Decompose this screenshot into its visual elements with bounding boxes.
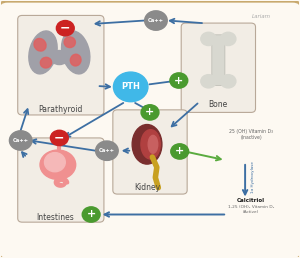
- Ellipse shape: [148, 135, 158, 153]
- Text: Parathyroid: Parathyroid: [39, 105, 83, 114]
- Ellipse shape: [40, 150, 76, 179]
- Ellipse shape: [29, 31, 57, 74]
- Text: +: +: [146, 107, 154, 117]
- Text: −: −: [60, 22, 70, 35]
- Circle shape: [50, 130, 68, 146]
- FancyBboxPatch shape: [18, 138, 104, 222]
- Circle shape: [201, 75, 216, 88]
- Text: Calcitriol: Calcitriol: [237, 198, 265, 203]
- Circle shape: [82, 207, 100, 222]
- Text: Intestines: Intestines: [36, 213, 74, 222]
- Ellipse shape: [61, 31, 90, 74]
- Text: (Inactive): (Inactive): [240, 135, 262, 140]
- Text: Kidney: Kidney: [134, 183, 160, 192]
- Text: +: +: [174, 76, 184, 85]
- Ellipse shape: [50, 51, 68, 64]
- Text: 1α Hydroxylase: 1α Hydroxylase: [250, 162, 254, 194]
- Text: Ca++: Ca++: [99, 148, 115, 153]
- Circle shape: [96, 141, 118, 160]
- Ellipse shape: [141, 130, 160, 159]
- Circle shape: [113, 72, 148, 102]
- Ellipse shape: [64, 37, 75, 47]
- Circle shape: [171, 144, 189, 159]
- Text: Bone: Bone: [209, 100, 228, 109]
- Circle shape: [201, 32, 216, 46]
- Text: +: +: [175, 147, 184, 156]
- Circle shape: [141, 105, 159, 120]
- Ellipse shape: [40, 57, 52, 68]
- Ellipse shape: [70, 54, 81, 66]
- Text: +: +: [86, 209, 96, 220]
- Circle shape: [9, 131, 32, 150]
- Text: PTH: PTH: [121, 82, 140, 91]
- Text: (Active): (Active): [243, 210, 259, 214]
- FancyBboxPatch shape: [181, 23, 256, 112]
- Circle shape: [220, 32, 236, 46]
- Circle shape: [170, 73, 188, 88]
- Text: Lariam: Lariam: [252, 14, 271, 19]
- Ellipse shape: [132, 125, 162, 164]
- FancyBboxPatch shape: [113, 110, 187, 194]
- Circle shape: [56, 21, 74, 36]
- Ellipse shape: [34, 38, 46, 51]
- Circle shape: [145, 11, 167, 30]
- Circle shape: [220, 75, 236, 88]
- Text: 25 (OH) Vitamin D₃: 25 (OH) Vitamin D₃: [229, 129, 273, 134]
- Text: Ca++: Ca++: [148, 18, 164, 23]
- Text: −: −: [54, 131, 64, 144]
- FancyBboxPatch shape: [212, 35, 225, 85]
- Text: Ca++: Ca++: [13, 138, 29, 143]
- Ellipse shape: [44, 153, 65, 172]
- FancyBboxPatch shape: [18, 15, 104, 115]
- Text: 1,25 (OH)₂ Vitamin D₃: 1,25 (OH)₂ Vitamin D₃: [228, 205, 274, 208]
